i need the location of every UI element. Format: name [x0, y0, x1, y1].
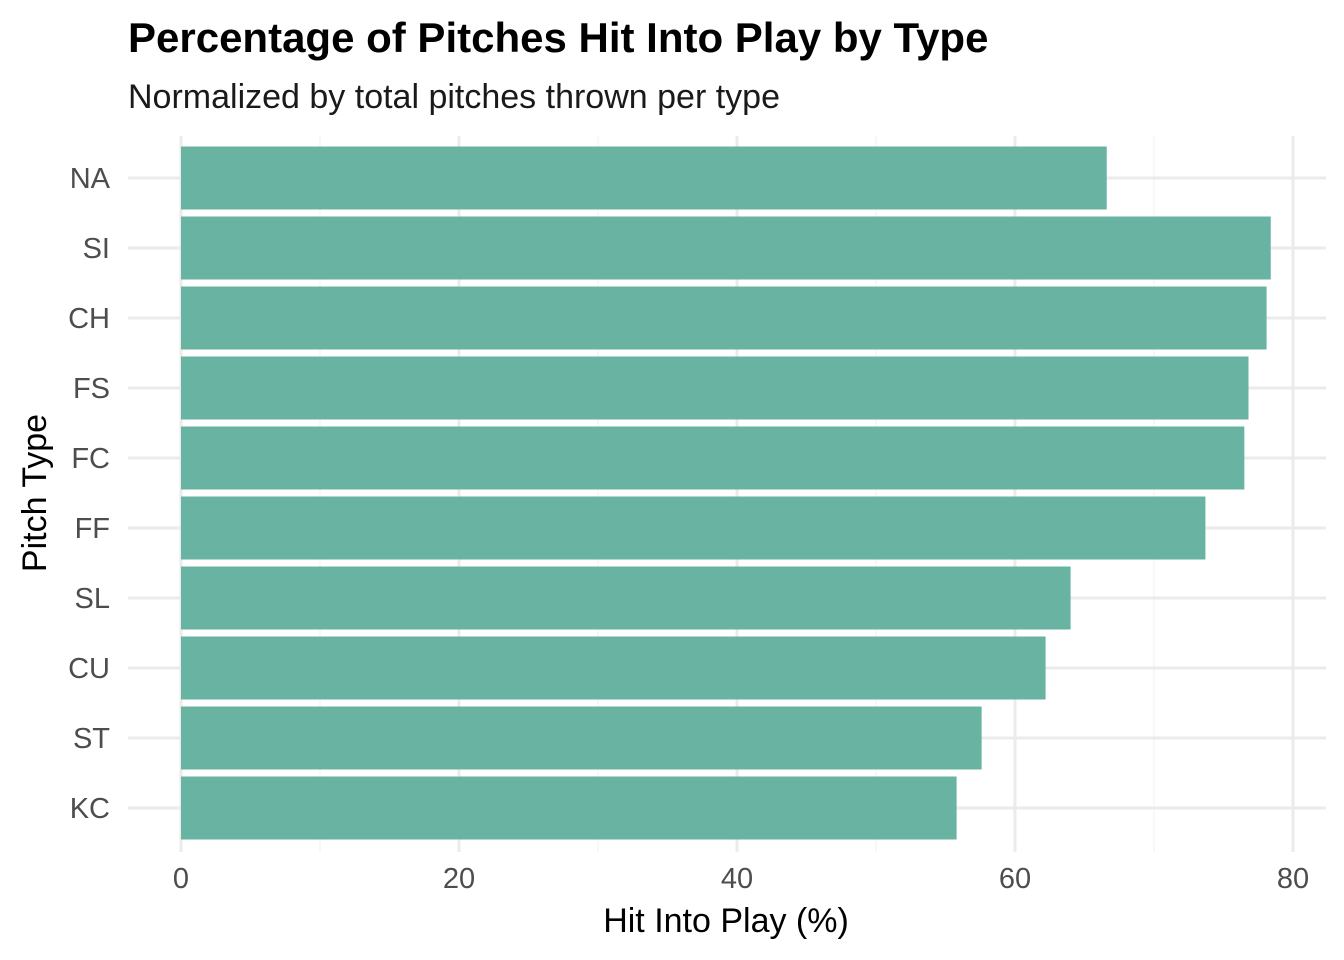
y-axis-tick-labels: NA SI CH FS FC FF SL CU ST KC — [68, 163, 111, 825]
x-axis-title: Hit Into Play (%) — [603, 902, 849, 940]
y-tick-label: CH — [68, 303, 110, 335]
y-tick-label: CU — [68, 653, 110, 685]
bar-na — [181, 146, 1107, 210]
bar-ch — [181, 286, 1267, 350]
y-tick-label: FF — [75, 513, 110, 545]
x-tick-label: 40 — [721, 863, 753, 895]
y-tick-label: NA — [70, 163, 111, 195]
x-tick-label: 60 — [999, 863, 1031, 895]
x-tick-label: 80 — [1277, 863, 1309, 895]
y-tick-label: KC — [70, 793, 110, 825]
chart-title: Percentage of Pitches Hit Into Play by T… — [128, 14, 988, 61]
y-tick-label: ST — [73, 723, 110, 755]
bar-st — [181, 706, 982, 770]
x-axis-tick-labels: 0 20 40 60 80 — [173, 863, 1309, 895]
bar-si — [181, 216, 1271, 280]
y-axis-title: Pitch Type — [16, 414, 54, 572]
x-tick-label: 0 — [173, 863, 189, 895]
y-tick-label: SL — [75, 583, 110, 615]
bar-fs — [181, 356, 1249, 420]
bar-sl — [181, 566, 1071, 630]
y-tick-label: FC — [71, 443, 110, 475]
bars — [181, 146, 1271, 840]
bar-cu — [181, 636, 1046, 700]
y-tick-label: FS — [73, 373, 110, 405]
chart-subtitle: Normalized by total pitches thrown per t… — [128, 78, 780, 116]
bar-ff — [181, 496, 1206, 560]
x-tick-label: 20 — [443, 863, 475, 895]
bar-fc — [181, 426, 1245, 490]
bar-kc — [181, 776, 957, 840]
y-tick-label: SI — [83, 233, 110, 265]
